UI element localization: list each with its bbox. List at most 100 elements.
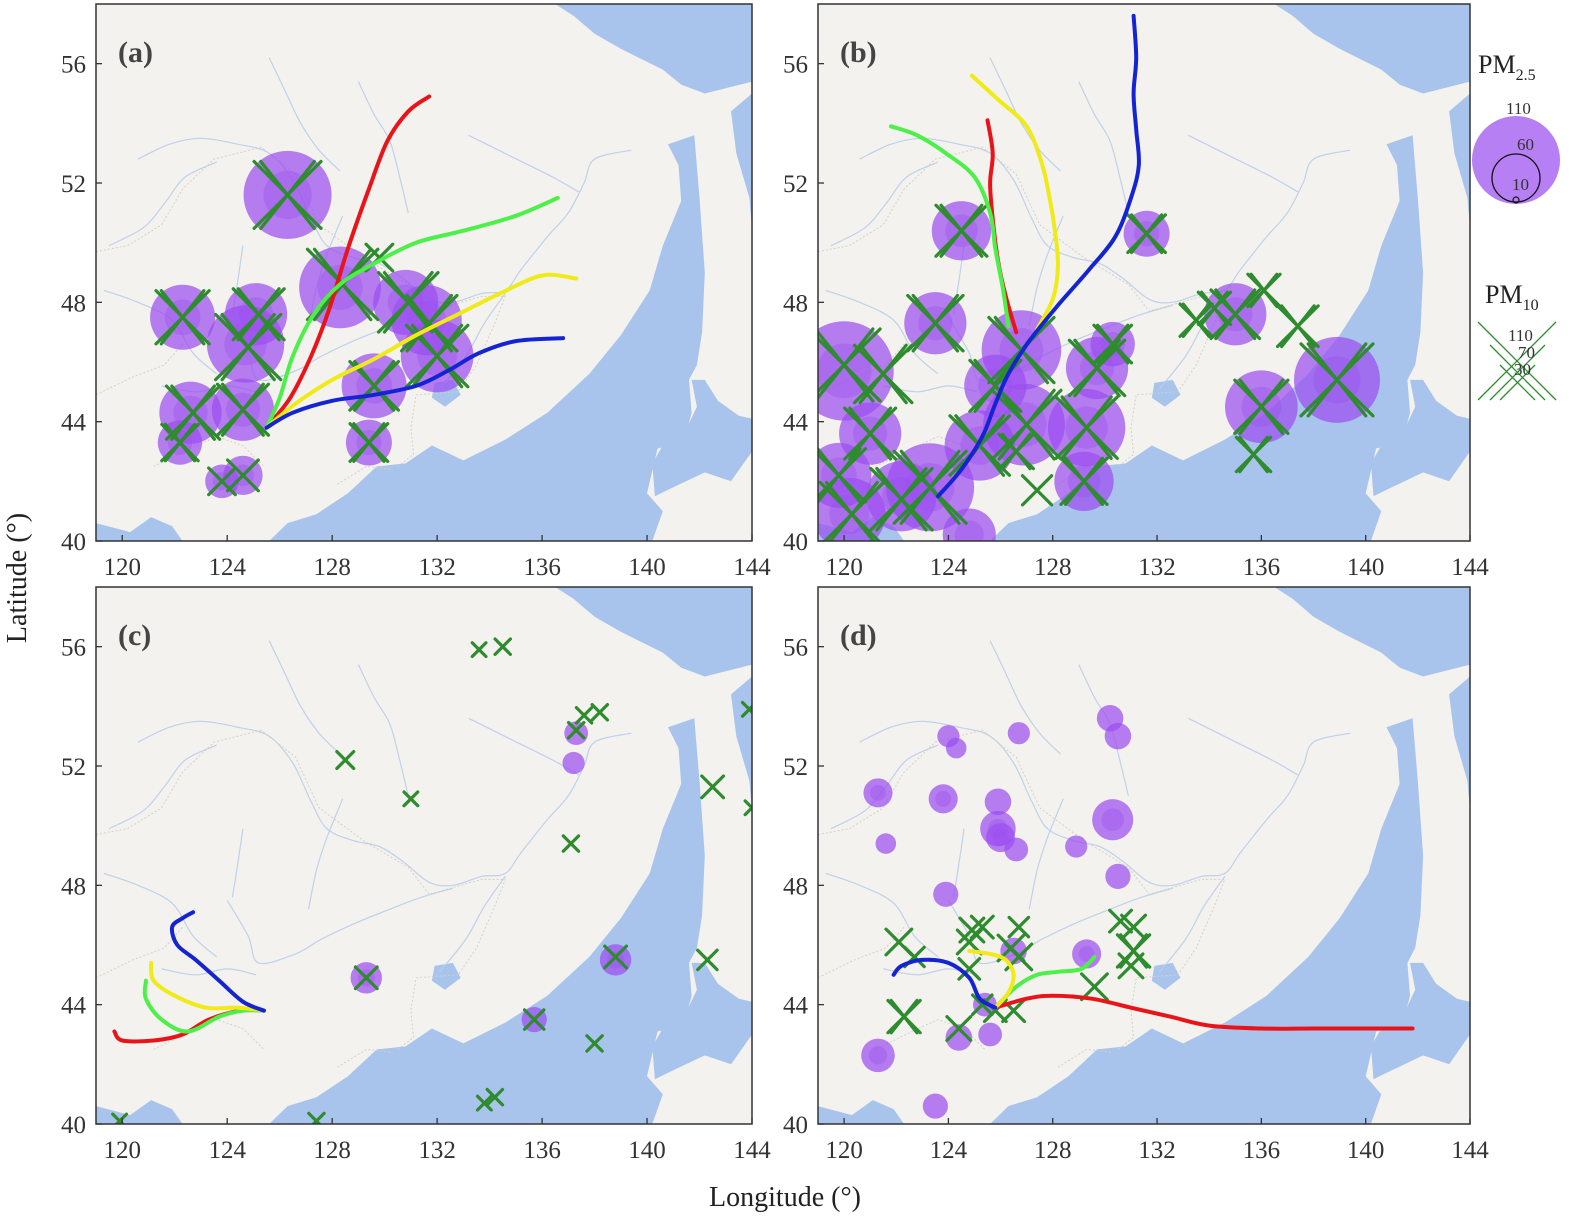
sea-okhotskEast — [731, 93, 752, 228]
x-tick-label: 120 — [825, 1137, 863, 1164]
pm25-bubble — [945, 737, 967, 759]
map-panel-c: 120 124 128 132 136 140 144 40 44 48 52 56 (c) — [61, 586, 771, 1164]
x-tick-label: 136 — [523, 1137, 561, 1164]
sea-hokkaidoW — [652, 962, 752, 1080]
x-tick-label: 132 — [418, 1137, 456, 1164]
pm10-cross — [574, 706, 594, 725]
x-tick-label: 128 — [313, 554, 351, 581]
border-line — [875, 436, 986, 467]
y-tick-label: 44 — [61, 993, 87, 1020]
pm25-bubble — [942, 508, 996, 541]
sea-hokkaidoW — [1370, 962, 1470, 1080]
pm10-cross — [1117, 952, 1145, 980]
legend-pm10-value-110: 110 — [1508, 326, 1533, 345]
panels: 120 124 128 132 136 140 144 40 44 48 52 56 (a) 120 124… — [61, 3, 1489, 1164]
legend: PM2.5 110 60 10 PM10 110 70 30 — [1472, 50, 1560, 401]
y-tick-label: 56 — [783, 635, 808, 662]
river-line — [108, 744, 217, 830]
x-tick-label: 140 — [628, 1137, 666, 1164]
pm10-cross — [1196, 290, 1233, 326]
pm10-cross — [111, 1112, 129, 1124]
pm10-cross — [1246, 272, 1282, 309]
river-line — [1159, 876, 1226, 973]
pm10-cross — [1115, 933, 1152, 969]
legend-pm25-small-circle — [1512, 196, 1520, 204]
pm25-bubble — [1105, 863, 1131, 889]
river-line — [989, 57, 1061, 172]
y-tick-label: 44 — [783, 410, 809, 437]
pm10-cross — [207, 466, 237, 497]
sea-okhotsk — [1274, 587, 1470, 677]
pm10-cross — [164, 384, 222, 441]
y-tick-label: 48 — [783, 290, 808, 317]
river-line — [859, 137, 1351, 304]
river-line — [231, 828, 244, 898]
y-tick-label: 48 — [61, 873, 86, 900]
river-line — [108, 161, 217, 247]
sea-khanka — [431, 962, 461, 990]
pm25-bubble-core — [868, 1046, 888, 1065]
pm10-cross — [1059, 456, 1109, 506]
pm25-bubble — [1092, 799, 1134, 841]
pm25-bubble-core — [606, 951, 625, 969]
river-line — [825, 289, 939, 375]
pm10-cross — [566, 720, 586, 740]
panel-label-b: (b) — [840, 36, 877, 69]
pm10-cross — [493, 637, 512, 656]
sea-bohai — [818, 1100, 905, 1124]
x-tick-label: 124 — [208, 554, 246, 581]
trajectories-c — [112, 910, 266, 1044]
border-line — [337, 465, 393, 485]
pm10-cross — [740, 700, 752, 718]
x-tick-label: 140 — [628, 554, 666, 581]
pm10-cross — [1007, 915, 1031, 939]
sea-japanSea — [990, 135, 1424, 541]
trajectory-line — [889, 124, 1011, 329]
y-tick-label: 40 — [61, 529, 86, 556]
pm25-bubble — [978, 1022, 1002, 1047]
y-tick-label: 52 — [783, 171, 808, 198]
legend-pm10-value-30: 30 — [1514, 360, 1531, 379]
pm10-cross — [743, 799, 752, 817]
pm25-bubble — [875, 833, 897, 854]
map-panel-b: 120 124 128 132 136 140 144 40 44 48 52 56 (b) — [783, 3, 1489, 581]
pm10-cross — [1233, 378, 1290, 435]
sea-hokkaidoW — [652, 379, 752, 497]
pm25-bubble — [1104, 722, 1132, 750]
pm10-cross — [934, 203, 989, 258]
sea-okhotsk — [555, 4, 752, 94]
x-tick-label: 136 — [523, 554, 561, 581]
pm10-cross — [1020, 474, 1054, 507]
pm25-bubble — [922, 1093, 948, 1119]
trajectory-line — [142, 978, 266, 1034]
border-line — [96, 729, 507, 1050]
markers-a — [150, 150, 474, 499]
x-tick-label: 136 — [1243, 554, 1281, 581]
pm10-cross — [818, 480, 886, 541]
pm10-cross — [997, 432, 1035, 471]
panel-frame — [817, 586, 1471, 1125]
pm25-bubble-core — [1101, 808, 1125, 832]
pm10-cross — [475, 1094, 493, 1112]
river-line — [226, 887, 454, 965]
pm10-cross — [1108, 908, 1133, 934]
pm10-cross — [696, 948, 719, 972]
pm10-cross — [160, 422, 200, 463]
river-line — [1028, 798, 1064, 910]
x-tick-label: 144 — [1451, 554, 1489, 581]
trajectories-a — [264, 94, 579, 430]
border-line — [875, 1019, 986, 1050]
pm10-cross — [252, 159, 323, 230]
y-tick-label: 52 — [61, 171, 86, 198]
pm10-cross — [585, 1034, 604, 1053]
y-tick-label: 40 — [783, 529, 808, 556]
pm10-cross — [561, 834, 581, 853]
trajectory-line — [993, 954, 1097, 1010]
panel-label-c: (c) — [118, 619, 151, 652]
border-line — [96, 343, 183, 396]
legend-pm10-title: PM10 — [1485, 280, 1539, 314]
panel-label-a: (a) — [118, 36, 153, 69]
x-tick-label: 140 — [1347, 554, 1385, 581]
pm10-cross — [886, 998, 922, 1035]
